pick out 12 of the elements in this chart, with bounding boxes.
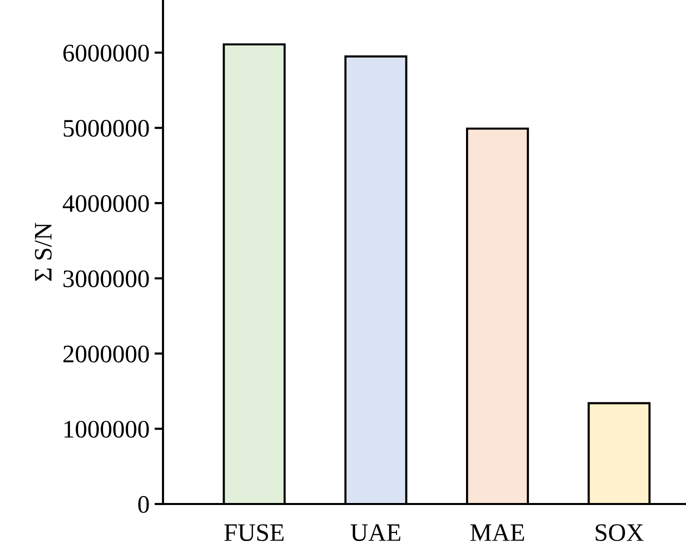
y-tick-label: 4000000 — [62, 195, 149, 212]
y-tick-label: 6000000 — [63, 44, 149, 62]
x-tick-label: UAE — [350, 524, 400, 542]
y-axis-title: Σ S/N — [34, 222, 52, 281]
x-tick-label: MAE — [470, 524, 524, 541]
y-tick-label: 3000000 — [64, 270, 149, 288]
y-tick-label: 0 — [138, 496, 149, 513]
y-tick-label: 5000000 — [64, 120, 149, 137]
y-tick-label: 2000000 — [63, 346, 149, 362]
x-tick-label: SOX — [596, 524, 644, 542]
y-tick-label: 1000000 — [64, 420, 149, 438]
x-tick-label: FUSE — [224, 524, 284, 542]
